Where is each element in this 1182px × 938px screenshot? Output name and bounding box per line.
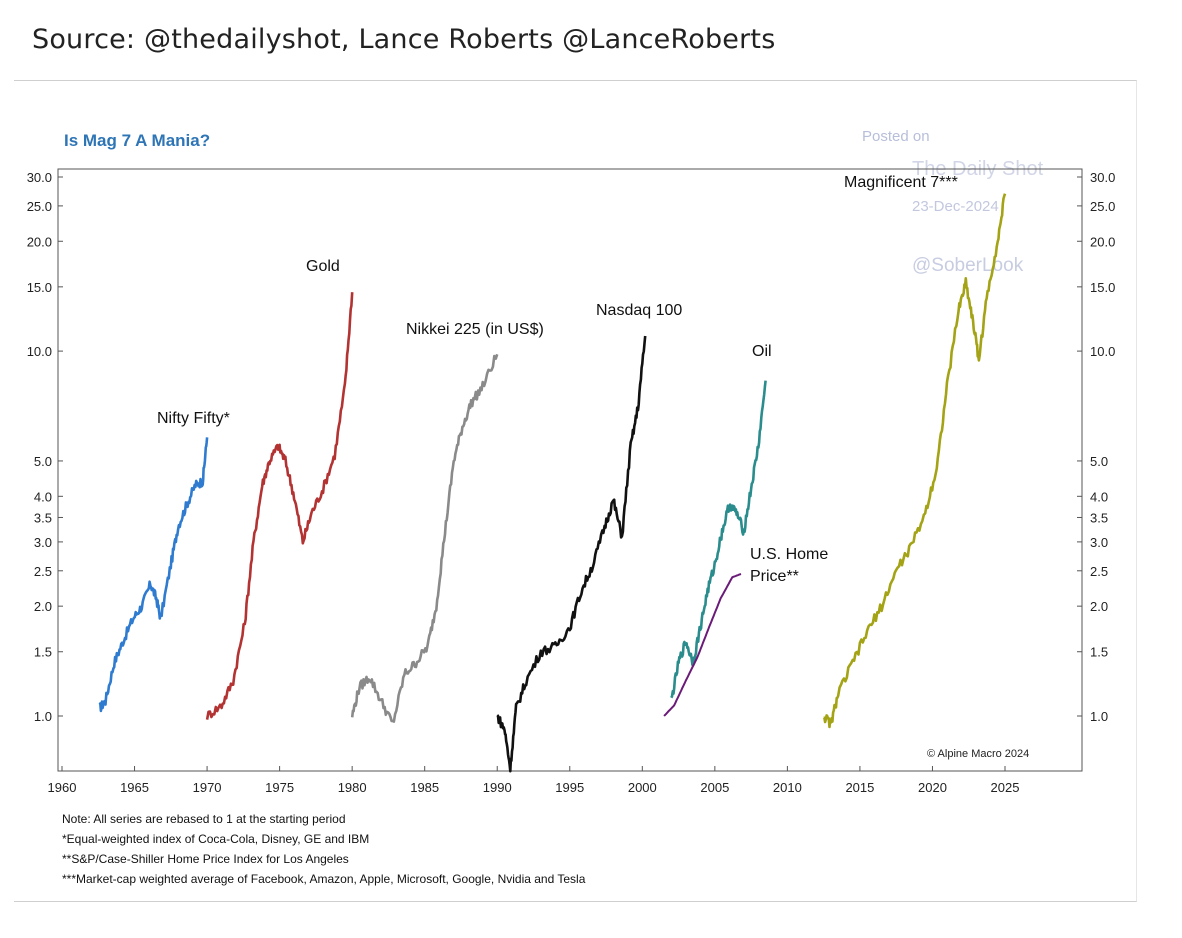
series-line-magnificent-7 bbox=[823, 193, 1007, 729]
y-tick-label-right: 1.5 bbox=[1090, 645, 1108, 660]
x-tick-label: 1985 bbox=[410, 780, 439, 795]
x-tick-label: 2000 bbox=[628, 780, 657, 795]
y-tick-label-right: 15.0 bbox=[1090, 280, 1115, 295]
label-home-price-line1: U.S. Home bbox=[750, 546, 828, 563]
x-tick-label: 2025 bbox=[991, 780, 1020, 795]
y-tick-label-right: 20.0 bbox=[1090, 234, 1115, 249]
series-line-nikkei-225-in-us bbox=[350, 353, 499, 723]
y-tick-label-left: 3.5 bbox=[34, 510, 52, 525]
y-tick-label-left: 1.0 bbox=[34, 709, 52, 724]
series-line-oil bbox=[670, 380, 767, 699]
x-tick-label: 1975 bbox=[265, 780, 294, 795]
note-2: **S&P/Case-Shiller Home Price Index for … bbox=[62, 852, 349, 866]
watermark-line-4: @SoberLook bbox=[912, 255, 1024, 276]
label-mag7: Magnificent 7*** bbox=[844, 174, 958, 191]
watermark-line-3: 23-Dec-2024 bbox=[912, 198, 999, 215]
y-tick-label-right: 10.0 bbox=[1090, 344, 1115, 359]
y-tick-label-right: 3.5 bbox=[1090, 510, 1108, 525]
watermark-line-1: Posted on bbox=[862, 128, 930, 145]
y-tick-label-right: 4.0 bbox=[1090, 489, 1108, 504]
label-oil: Oil bbox=[752, 343, 772, 360]
source-attribution: Source: @thedailyshot, Lance Roberts @La… bbox=[32, 24, 776, 55]
x-tick-label: 1970 bbox=[193, 780, 222, 795]
y-axis-right: 1.0 1.5 2.0 2.5 3.0 3.5 4.0 5.0 10.0 15.0 20.0 25.0… bbox=[1077, 170, 1115, 724]
y-tick-label-left: 20.0 bbox=[27, 234, 52, 249]
x-tick-label: 1995 bbox=[555, 780, 584, 795]
y-tick-label-left: 3.0 bbox=[34, 535, 52, 550]
y-tick-label-left: 4.0 bbox=[34, 489, 52, 504]
y-tick-label-right: 2.0 bbox=[1090, 599, 1108, 614]
y-tick-label-left: 5.0 bbox=[34, 454, 52, 469]
label-home-price-line2: Price** bbox=[750, 568, 799, 585]
y-tick-label-left: 2.0 bbox=[34, 599, 52, 614]
y-tick-label-right: 30.0 bbox=[1090, 170, 1115, 185]
x-tick-label: 1960 bbox=[48, 780, 77, 795]
y-tick-label-right: 3.0 bbox=[1090, 535, 1108, 550]
y-tick-label-right: 5.0 bbox=[1090, 454, 1108, 469]
note-0: Note: All series are rebased to 1 at the… bbox=[62, 812, 346, 826]
x-axis: 1960 1965 1970 1975 1980 1985 1990 1995 2000 2005… bbox=[48, 766, 1020, 795]
x-tick-label: 2020 bbox=[918, 780, 947, 795]
chart: Is Mag 7 A Mania? Posted on The Daily Sh… bbox=[27, 128, 1116, 886]
series-line-u-s-home-price bbox=[663, 573, 742, 717]
series-line-nifty-fifty bbox=[98, 437, 209, 713]
series-line-gold bbox=[205, 292, 354, 720]
series-line-nasdaq-100 bbox=[496, 335, 647, 773]
x-tick-label: 1980 bbox=[338, 780, 367, 795]
y-tick-label-left: 25.0 bbox=[27, 199, 52, 214]
x-tick-label: 2005 bbox=[700, 780, 729, 795]
label-nikkei: Nikkei 225 (in US$) bbox=[406, 321, 544, 338]
chart-title: Is Mag 7 A Mania? bbox=[64, 131, 210, 150]
watermark: Posted on The Daily Shot 23-Dec-2024 @So… bbox=[862, 128, 1044, 276]
y-tick-label-right: 1.0 bbox=[1090, 709, 1108, 724]
footnotes: Note: All series are rebased to 1 at the… bbox=[62, 812, 586, 886]
copyright: © Alpine Macro 2024 bbox=[927, 748, 1029, 760]
label-gold: Gold bbox=[306, 258, 340, 275]
y-tick-label-right: 2.5 bbox=[1090, 564, 1108, 579]
series-layer bbox=[98, 193, 1007, 773]
x-tick-label: 1990 bbox=[483, 780, 512, 795]
y-tick-label-left: 15.0 bbox=[27, 280, 52, 295]
y-tick-label-left: 1.5 bbox=[34, 645, 52, 660]
x-tick-label: 2015 bbox=[845, 780, 874, 795]
chart-card: Is Mag 7 A Mania? Posted on The Daily Sh… bbox=[14, 80, 1137, 902]
y-axis-left: 1.0 1.5 2.0 2.5 3.0 3.5 4.0 5.0 10.0 15.0 20.0 25.0… bbox=[27, 170, 63, 724]
y-tick-label-left: 2.5 bbox=[34, 564, 52, 579]
note-1: *Equal-weighted index of Coca-Cola, Disn… bbox=[62, 832, 369, 846]
x-tick-label: 2010 bbox=[773, 780, 802, 795]
x-tick-label: 1965 bbox=[120, 780, 149, 795]
note-3: ***Market-cap weighted average of Facebo… bbox=[62, 872, 586, 886]
label-nifty-fifty: Nifty Fifty* bbox=[157, 410, 230, 427]
y-tick-label-left: 30.0 bbox=[27, 170, 52, 185]
y-tick-label-left: 10.0 bbox=[27, 344, 52, 359]
y-tick-label-right: 25.0 bbox=[1090, 199, 1115, 214]
label-nasdaq: Nasdaq 100 bbox=[596, 302, 682, 319]
